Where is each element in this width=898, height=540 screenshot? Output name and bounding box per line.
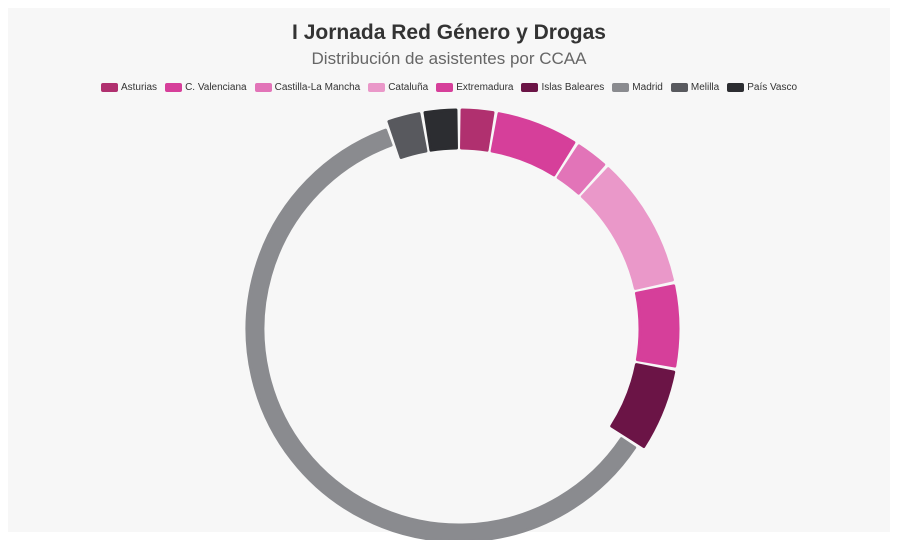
- legend-item[interactable]: Madrid: [612, 82, 663, 93]
- legend-label: Extremadura: [456, 82, 514, 93]
- legend-label: Islas Baleares: [541, 82, 605, 93]
- legend-swatch: [100, 83, 118, 92]
- legend-label: Cataluña: [388, 82, 429, 93]
- donut-slice-c-valenciana[interactable]: [490, 112, 576, 177]
- legend-swatch: [254, 83, 272, 92]
- legend-swatch: [727, 83, 745, 92]
- legend-label: Madrid: [632, 82, 663, 93]
- legend-item[interactable]: País Vasco: [727, 82, 797, 93]
- legend-label: País Vasco: [747, 82, 798, 93]
- legend-label: Castilla-La Mancha: [274, 82, 361, 93]
- donut-slice-asturias[interactable]: [460, 108, 495, 152]
- legend-swatch: [165, 83, 183, 92]
- legend-item[interactable]: Extremadura: [436, 82, 513, 93]
- legend-item[interactable]: Melilla: [670, 82, 720, 93]
- donut-slice-pa-s-vasco[interactable]: [423, 108, 458, 152]
- legend-item[interactable]: C. Valenciana: [165, 82, 247, 93]
- legend-item[interactable]: Asturias: [100, 82, 158, 93]
- donut-slice-islas-baleares[interactable]: [610, 363, 676, 448]
- legend-label: Asturias: [120, 82, 158, 93]
- donut-slice-catalu-a[interactable]: [580, 167, 674, 290]
- legend-swatch: [436, 83, 454, 92]
- legend-swatch: [368, 83, 386, 92]
- chart-title: I Jornada Red Género y Drogas: [292, 21, 606, 44]
- chart-legend: Asturias C. Valenciana Castilla-La Mancha C…: [8, 82, 890, 93]
- legend-swatch: [612, 83, 630, 92]
- legend-label: Melilla: [690, 82, 720, 93]
- donut-slice-castilla-la-mancha[interactable]: [556, 144, 606, 195]
- legend-item[interactable]: Cataluña: [368, 82, 428, 93]
- donut-slice-melilla[interactable]: [387, 112, 428, 160]
- legend-item[interactable]: Castilla-La Mancha: [254, 82, 361, 93]
- legend-item[interactable]: Islas Baleares: [521, 82, 604, 93]
- legend-label: C. Valenciana: [185, 82, 247, 93]
- chart-subtitle: Distribución de asistentes por CCAA: [311, 49, 587, 68]
- chart-panel: I Jornada Red Género y Drogas Distribuci…: [8, 8, 890, 532]
- donut-slice-madrid[interactable]: [245, 128, 637, 540]
- legend-swatch: [670, 83, 688, 92]
- legend-swatch: [521, 83, 539, 92]
- donut-slice-extremadura[interactable]: [634, 284, 680, 368]
